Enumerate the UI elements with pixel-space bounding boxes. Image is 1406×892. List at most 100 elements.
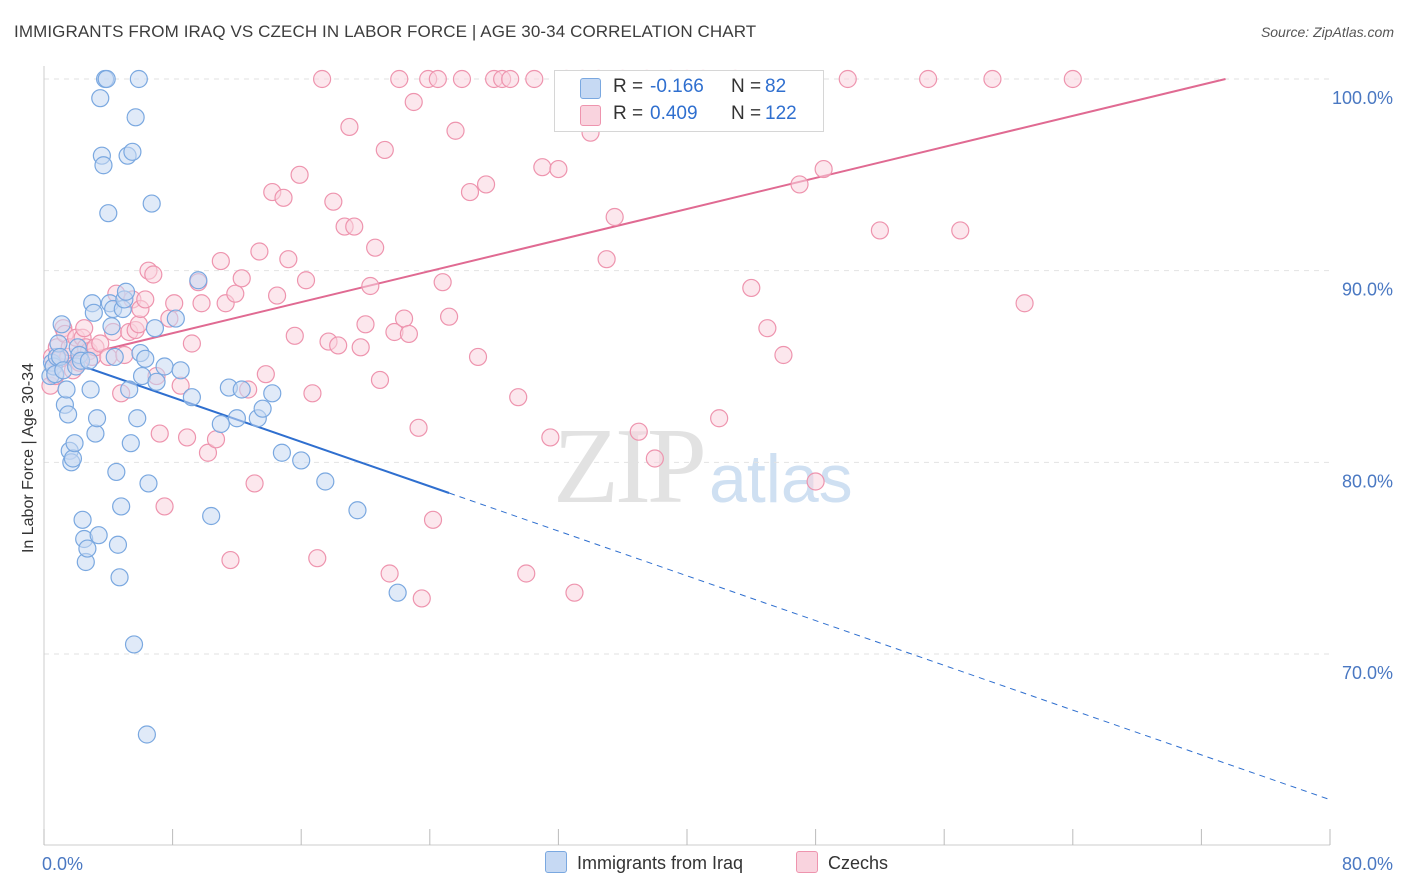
- czechs-point: [742, 278, 761, 298]
- iraq-point: [81, 380, 100, 399]
- czechs-point: [274, 188, 293, 207]
- czechs-point: [517, 564, 536, 583]
- r-value-pink: 0.409: [650, 103, 698, 124]
- iraq-point: [123, 142, 142, 161]
- czechs-trendline: [50, 78, 1226, 364]
- iraq-point: [263, 384, 282, 403]
- czechs-point: [267, 286, 287, 305]
- czechs-point: [597, 250, 616, 269]
- czechs-point: [324, 192, 343, 211]
- blue-swatch: [580, 78, 601, 99]
- iraq-point: [272, 443, 292, 462]
- iraq-point: [87, 409, 107, 428]
- czechs-point: [460, 182, 480, 202]
- czechs-point: [250, 242, 269, 261]
- czechs-point: [192, 294, 211, 313]
- czechs-point: [423, 510, 443, 529]
- czechs-point: [452, 69, 472, 89]
- iraq-point: [120, 380, 139, 399]
- iraq-point: [78, 539, 97, 558]
- iraq-point: [129, 69, 148, 89]
- czechs-point: [525, 69, 544, 89]
- czechs-point: [983, 69, 1002, 89]
- czechs-point: [150, 424, 169, 443]
- czechs-point: [710, 409, 729, 428]
- iraq-point: [147, 372, 166, 391]
- pink-swatch: [580, 105, 601, 126]
- czechs-point: [285, 326, 304, 345]
- czechs-point: [144, 265, 163, 284]
- iraq-point: [112, 497, 131, 516]
- iraq-point: [79, 351, 99, 370]
- iraq-point: [388, 583, 407, 602]
- czechs-point: [206, 430, 226, 449]
- czechs-point: [211, 251, 230, 271]
- legend-item-czechs[interactable]: Czechs: [796, 851, 888, 874]
- y-tick-label: 90.0%: [1342, 280, 1393, 300]
- czechs-point: [428, 69, 447, 89]
- iraq-point: [348, 501, 367, 520]
- r-label-pink: R =: [613, 103, 644, 124]
- czechs-point: [790, 175, 809, 194]
- iraq-point: [124, 635, 144, 654]
- y-tick-label: 70.0%: [1342, 663, 1393, 683]
- iraq-point: [316, 472, 335, 491]
- czechs-point: [256, 365, 275, 384]
- czechs-point: [399, 324, 419, 344]
- iraq-point: [166, 309, 185, 328]
- chart-title: IMMIGRANTS FROM IRAQ VS CZECH IN LABOR F…: [14, 22, 757, 41]
- iraq-point: [102, 317, 121, 336]
- iraq-point: [99, 204, 118, 223]
- iraq-point: [110, 568, 129, 587]
- czechs-point: [838, 69, 857, 89]
- czechs-point: [1063, 69, 1082, 89]
- iraq-point: [59, 405, 78, 424]
- iraq-point: [202, 506, 221, 526]
- czechs-point: [165, 294, 184, 313]
- watermark-zip: ZIP: [553, 407, 707, 526]
- gridlines: [44, 78, 1330, 655]
- iraq-point: [63, 449, 83, 468]
- stats-row-blue: R = -0.166 N = 82: [555, 74, 823, 102]
- czechs-point: [370, 370, 390, 390]
- stats-row-pink: R = 0.409 N = 122: [555, 101, 823, 129]
- iraq-trendline: [50, 354, 450, 494]
- iraq-point: [116, 282, 136, 301]
- czechs-point: [290, 165, 309, 184]
- iraq-point: [136, 349, 155, 368]
- czechs-point: [404, 92, 423, 112]
- czechs-point: [380, 564, 399, 583]
- czechs-point: [645, 449, 664, 468]
- legend-swatch-iraq: [545, 851, 567, 873]
- czechs-point: [303, 384, 322, 403]
- czechs-point: [468, 347, 488, 367]
- iraq-point: [232, 380, 251, 399]
- czechs-point: [356, 315, 375, 334]
- y-tick-label: 80.0%: [1342, 471, 1393, 491]
- czechs-point: [198, 443, 218, 462]
- legend-item-iraq[interactable]: Immigrants from Iraq: [545, 851, 743, 874]
- czechs-point: [245, 474, 264, 493]
- czechs-point: [312, 69, 332, 89]
- czechs-point: [296, 271, 316, 290]
- czechs-point: [919, 69, 938, 89]
- iraq-point: [171, 361, 190, 380]
- czechs-point: [221, 550, 240, 570]
- czechs-point: [814, 159, 833, 179]
- iraq-point: [121, 434, 140, 453]
- czechs-point: [549, 159, 568, 179]
- czechs-point: [446, 121, 465, 140]
- iraq-point: [65, 434, 84, 453]
- legend-label-iraq: Immigrants from Iraq: [577, 853, 744, 873]
- watermark: ZIPatlas: [553, 405, 853, 529]
- tick-labels: 70.0% 80.0% 90.0% 100.0% 0.0% 80.0%: [42, 88, 1393, 874]
- iraq-trendline-extension: [448, 492, 1331, 801]
- iraq-point: [155, 357, 174, 376]
- czechs-point: [870, 221, 890, 240]
- czechs-point: [375, 140, 394, 160]
- czechs-point: [433, 273, 452, 292]
- czechs-point: [91, 334, 110, 353]
- czechs-point: [351, 338, 370, 357]
- legend-swatch-czechs: [796, 851, 818, 873]
